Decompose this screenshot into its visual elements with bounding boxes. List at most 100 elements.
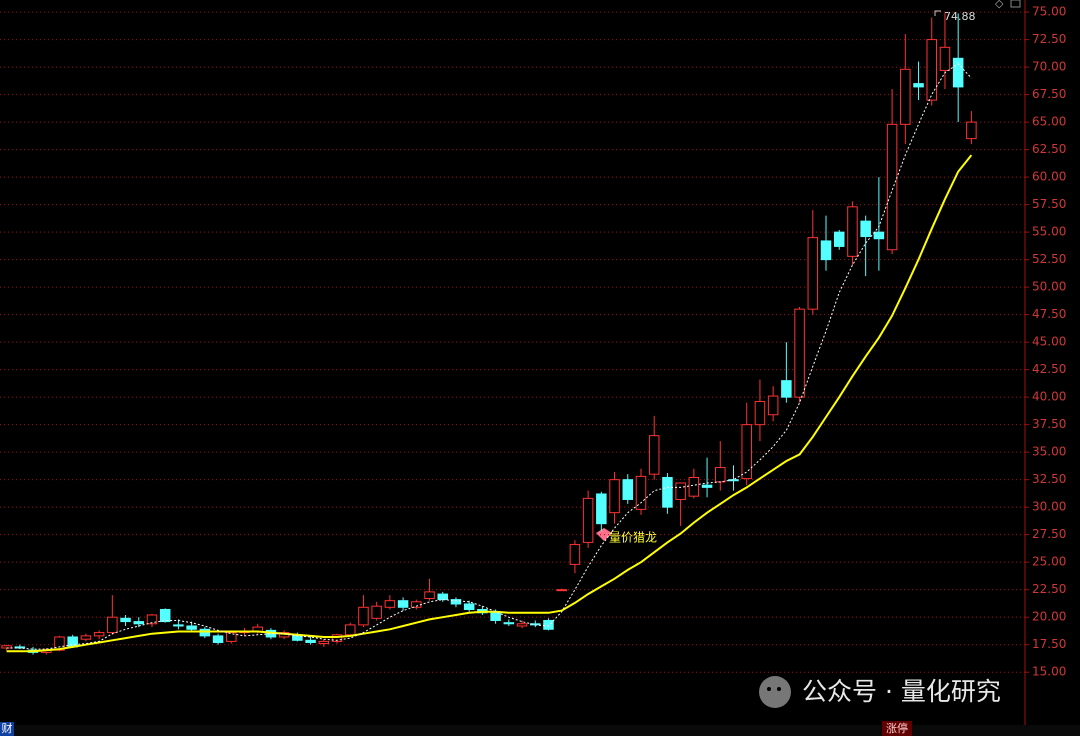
candle-body bbox=[754, 401, 766, 426]
candle-body bbox=[305, 639, 316, 643]
candle-body bbox=[173, 624, 184, 627]
wechat-icon-eye bbox=[777, 687, 781, 691]
moving-average-line bbox=[6, 154, 973, 653]
high-label: 74.88 bbox=[944, 10, 976, 23]
candle-body bbox=[715, 467, 726, 483]
y-tick-label: 52.50 bbox=[1032, 252, 1066, 266]
y-tick-label: 62.50 bbox=[1032, 142, 1066, 156]
candle-body bbox=[582, 497, 594, 543]
candle-body bbox=[833, 231, 845, 247]
candle-body bbox=[358, 606, 369, 626]
candle-body bbox=[463, 603, 475, 610]
candle-body bbox=[107, 616, 118, 634]
candle-body bbox=[159, 608, 171, 623]
candle-body bbox=[952, 57, 964, 88]
candle-body bbox=[609, 479, 620, 514]
candle-body bbox=[794, 308, 805, 398]
y-tick-label: 65.00 bbox=[1032, 115, 1066, 129]
candle-body bbox=[662, 476, 673, 508]
candle-body bbox=[146, 614, 158, 625]
y-tick-label: 35.00 bbox=[1032, 445, 1066, 459]
candle-body bbox=[847, 206, 858, 257]
candle-body bbox=[93, 632, 105, 637]
candle-body bbox=[675, 482, 686, 500]
y-tick-label: 67.50 bbox=[1032, 87, 1066, 101]
candle-body bbox=[635, 475, 647, 510]
y-tick-label: 55.00 bbox=[1032, 225, 1066, 239]
candle-body bbox=[212, 635, 224, 643]
y-tick-label: 40.00 bbox=[1032, 390, 1066, 404]
candle-body bbox=[807, 237, 819, 310]
candle-body bbox=[384, 600, 396, 608]
y-tick-label: 57.50 bbox=[1032, 197, 1066, 211]
y-tick-label: 70.00 bbox=[1032, 60, 1066, 74]
candle-body bbox=[767, 395, 779, 416]
candle-body bbox=[596, 493, 607, 525]
footer-left: 财 bbox=[2, 721, 13, 735]
candle-body bbox=[728, 479, 739, 482]
candle-body bbox=[860, 220, 871, 238]
candle-body bbox=[569, 544, 581, 565]
candle-body bbox=[331, 634, 343, 642]
candle-body bbox=[133, 621, 145, 625]
high-pointer bbox=[934, 10, 941, 16]
footer-bar bbox=[0, 725, 1080, 736]
wechat-icon bbox=[759, 676, 791, 708]
y-tick-label: 25.00 bbox=[1032, 555, 1066, 569]
watermark: 公众号 · 量化研究 bbox=[802, 677, 1001, 706]
candle-body bbox=[688, 476, 700, 497]
top-icon[interactable] bbox=[1010, 0, 1021, 8]
candle-body bbox=[913, 83, 924, 88]
candle-body bbox=[226, 632, 237, 642]
y-tick-label: 72.50 bbox=[1032, 32, 1066, 46]
y-tick-label: 37.50 bbox=[1032, 417, 1066, 431]
candle-body bbox=[503, 622, 515, 625]
y-tick-label: 50.00 bbox=[1032, 280, 1066, 294]
y-tick-label: 27.50 bbox=[1032, 527, 1066, 541]
candle-body bbox=[622, 479, 634, 500]
signal-label: 量价猎龙 bbox=[609, 531, 657, 545]
y-tick-label: 32.50 bbox=[1032, 472, 1066, 486]
y-tick-label: 20.00 bbox=[1032, 610, 1066, 624]
candle-body bbox=[781, 380, 792, 398]
candle-body bbox=[80, 635, 92, 640]
candle-body bbox=[371, 605, 382, 619]
footer-tab-box[interactable] bbox=[882, 721, 912, 736]
wechat-icon-eye bbox=[767, 687, 771, 691]
candle-body bbox=[318, 640, 330, 645]
candle-body bbox=[516, 623, 528, 627]
candle-body bbox=[199, 628, 211, 637]
y-tick-label: 42.50 bbox=[1032, 362, 1066, 376]
candle-body bbox=[886, 123, 898, 251]
candle-body bbox=[543, 619, 554, 630]
candle-body bbox=[437, 593, 449, 601]
moving-average-line bbox=[6, 63, 972, 650]
candle-body bbox=[939, 46, 951, 71]
candle-body bbox=[648, 435, 660, 475]
candle-body bbox=[450, 599, 462, 605]
candle-body bbox=[900, 68, 911, 125]
y-tick-label: 47.50 bbox=[1032, 307, 1066, 321]
candle-body bbox=[424, 591, 435, 599]
y-tick-label: 15.00 bbox=[1032, 665, 1066, 679]
candle-body bbox=[820, 240, 832, 261]
y-tick-label: 22.50 bbox=[1032, 582, 1066, 596]
candle-body bbox=[741, 424, 752, 480]
y-tick-label: 60.00 bbox=[1032, 170, 1066, 184]
candle-body bbox=[397, 600, 409, 608]
y-tick-label: 17.50 bbox=[1032, 637, 1066, 651]
candle-body bbox=[344, 624, 356, 636]
top-icon[interactable]: ◇ bbox=[995, 0, 1004, 10]
footer-tab[interactable]: 涨停 bbox=[886, 721, 908, 735]
footer-left-box bbox=[0, 722, 14, 736]
candle-body bbox=[873, 231, 885, 240]
candle-body bbox=[120, 617, 131, 623]
candle-body bbox=[966, 121, 977, 140]
candle-body bbox=[701, 484, 713, 488]
y-tick-label: 30.00 bbox=[1032, 500, 1066, 514]
candle-body bbox=[556, 589, 567, 592]
candle-body bbox=[54, 636, 65, 651]
candle-body bbox=[186, 625, 197, 630]
y-tick-label: 75.00 bbox=[1032, 5, 1066, 19]
